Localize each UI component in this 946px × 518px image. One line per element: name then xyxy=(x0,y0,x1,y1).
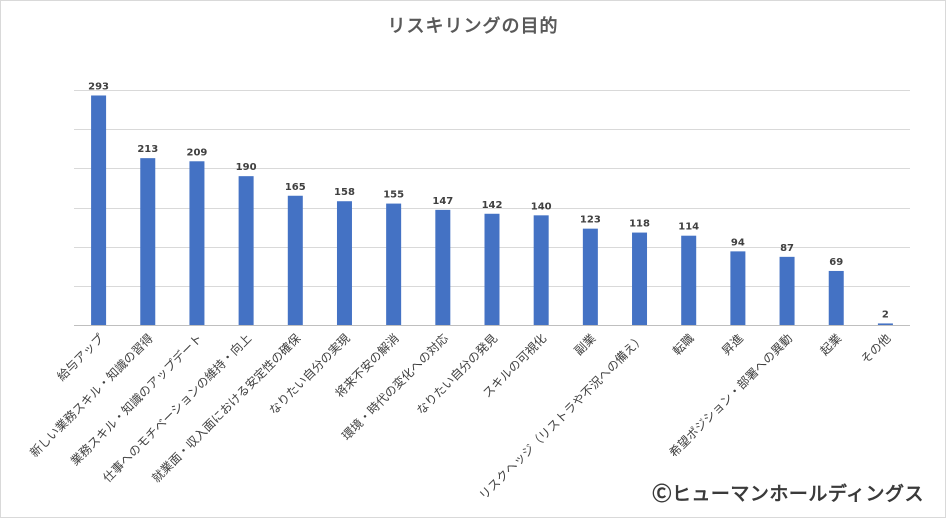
bar xyxy=(632,232,648,325)
data-label: 190 xyxy=(236,162,257,173)
data-label: 94 xyxy=(731,237,745,248)
bar xyxy=(386,203,402,325)
bar xyxy=(533,215,549,325)
data-label: 140 xyxy=(531,201,552,212)
category-label: 転職 xyxy=(670,331,697,358)
data-label: 155 xyxy=(383,190,404,201)
bar xyxy=(582,228,598,325)
data-label: 118 xyxy=(629,219,650,230)
category-label: その他 xyxy=(858,331,893,366)
data-label: 69 xyxy=(829,257,843,268)
category-labels: 給与アップ新しい業務スキル・知識の習得業務スキル・知識のアップデート仕事へのモチ… xyxy=(26,331,893,503)
copyright-text: Ⓒヒューマンホールディングス xyxy=(652,483,924,505)
data-label: 147 xyxy=(432,196,453,207)
chart-title: リスキリングの目的 xyxy=(387,16,559,37)
bar xyxy=(140,158,156,325)
category-label: リスクヘッジ（リストラや不況への備え） xyxy=(476,331,648,503)
bar xyxy=(336,201,352,325)
category-label: 副業 xyxy=(572,331,599,358)
bar xyxy=(91,95,107,325)
bar xyxy=(828,270,844,325)
category-label: なりたい自分の実現 xyxy=(266,331,353,418)
category-label: 昇進 xyxy=(719,331,746,358)
data-label: 114 xyxy=(678,222,699,233)
data-label: 158 xyxy=(334,187,355,198)
data-label: 213 xyxy=(137,144,158,155)
bar xyxy=(189,161,205,325)
bar xyxy=(877,323,893,325)
data-label: 293 xyxy=(88,81,109,92)
data-labels: 293 213 209 190 165 158 155 147 142 140 123 118 114 9… xyxy=(88,81,889,320)
bar xyxy=(681,235,697,325)
data-label: 2 xyxy=(882,309,889,320)
category-label: 給与アップ xyxy=(54,331,106,383)
bar xyxy=(287,195,303,325)
bar xyxy=(730,251,746,325)
bar xyxy=(779,256,795,325)
bar xyxy=(435,209,451,325)
bars xyxy=(91,95,893,325)
data-label: 209 xyxy=(187,147,208,158)
category-label: 起業 xyxy=(817,331,844,358)
bar xyxy=(238,176,254,325)
data-label: 123 xyxy=(580,215,601,226)
bar xyxy=(484,213,500,325)
data-label: 87 xyxy=(780,243,794,254)
data-label: 165 xyxy=(285,182,306,193)
data-label: 142 xyxy=(482,200,503,211)
